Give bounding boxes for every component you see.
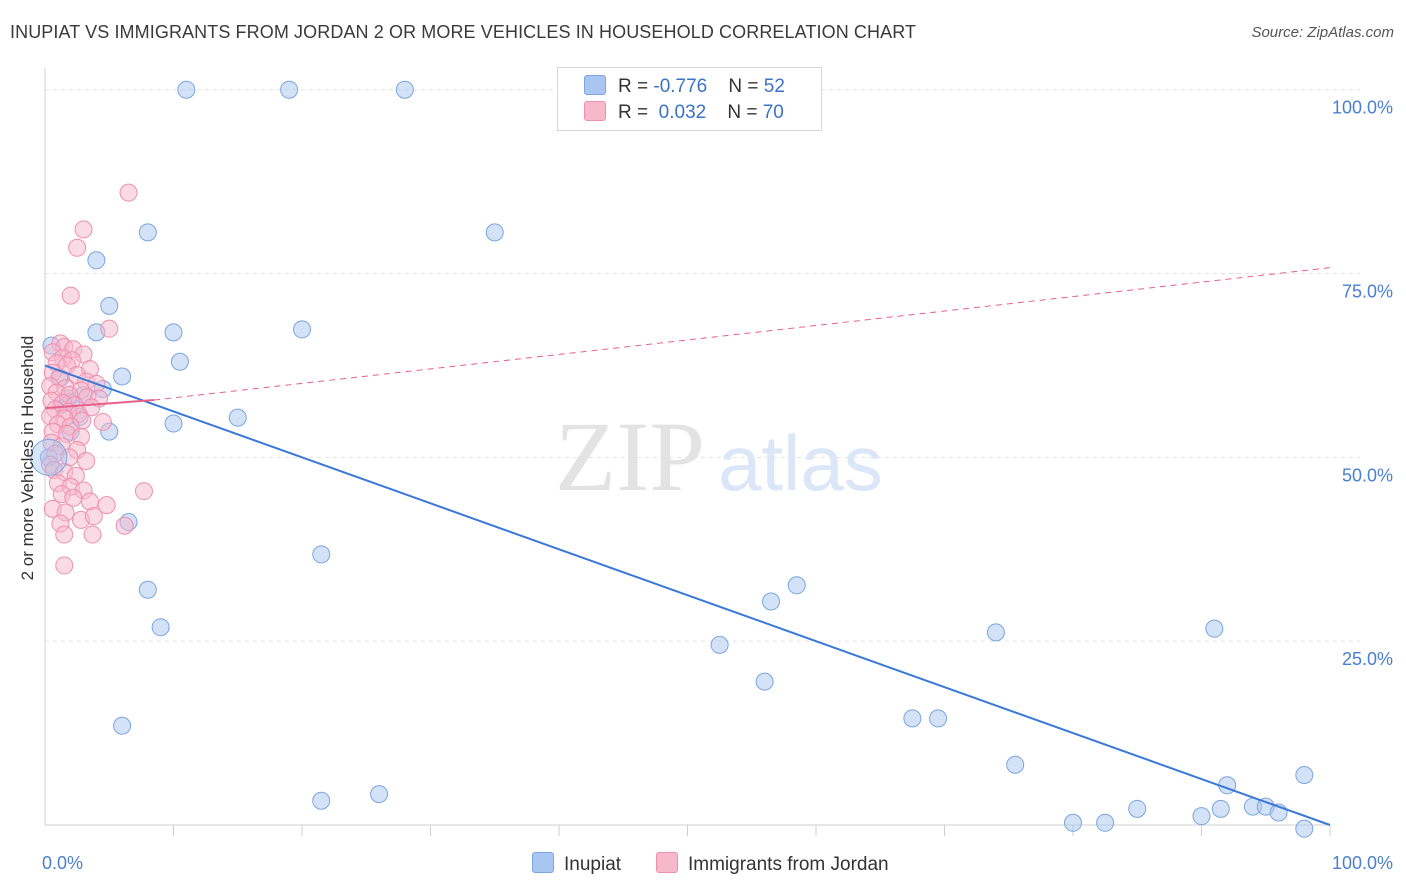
point-inupiat [395,80,414,99]
point-inupiat [1128,799,1147,818]
point-jordan [55,525,74,544]
point-inupiat [929,709,948,728]
legend-swatch-inupiat [584,75,606,95]
legend-row-inupiat: R = -0.776 N = 52 [584,75,785,101]
legend-swatch-jordan-bottom [656,852,678,873]
watermark-zip: ZIP [555,401,705,512]
point-inupiat [1096,813,1115,832]
r-label: R = [618,76,654,97]
point-jordan [97,496,116,515]
point-inupiat [113,367,132,386]
point-inupiat [1211,799,1230,818]
trend-line [44,364,1331,826]
y-tick-labels: 25.0% 50.0% 75.0% 100.0% [1332,98,1393,669]
n-label: N = [727,102,763,123]
point-inupiat [787,576,806,595]
point-inupiat [1064,813,1082,832]
data-points [30,80,1314,838]
point-jordan [100,319,119,338]
point-inupiat [1295,819,1314,838]
point-jordan [77,452,96,471]
point-inupiat [151,618,170,637]
legend-item-inupiat: Inupiat [532,852,621,876]
point-inupiat [1295,766,1314,784]
watermark-atlas: atlas [718,419,883,507]
point-inupiat [138,580,157,599]
point-inupiat [903,709,922,728]
point-jordan [74,220,93,239]
legend-label-inupiat: Inupiat [564,854,622,875]
point-inupiat [755,672,774,691]
point-inupiat [87,251,106,270]
legend-swatch-inupiat-bottom [532,852,554,873]
legend-swatch-jordan [584,101,606,121]
point-inupiat [100,296,119,315]
point-inupiat [1006,755,1025,774]
point-inupiat [113,716,132,735]
point-inupiat [986,623,1005,642]
point-inupiat [164,414,183,433]
y-axis-label: 2 or more Vehicles in Household [18,336,37,581]
point-jordan [83,525,102,544]
point-inupiat [370,785,389,804]
legend-row-jordan: R = 0.032 N = 70 [584,101,784,127]
point-inupiat [485,223,504,242]
point-jordan [84,507,103,526]
watermark: ZIP atlas [555,401,883,512]
x-tick-label: 0.0% [42,853,83,873]
trend-line [44,399,155,410]
point-inupiat [228,408,247,427]
x-tick-label: 100.0% [1332,853,1393,873]
r-value-jordan: 0.032 [658,102,707,123]
y-tick-label: 25.0% [1342,649,1393,669]
y-tick-label: 50.0% [1342,465,1393,485]
point-inupiat [177,80,196,99]
point-inupiat [170,352,189,371]
point-inupiat-cluster [30,438,68,476]
point-jordan [93,413,112,432]
point-jordan [134,482,153,501]
point-inupiat [312,545,331,564]
y-tick-label: 100.0% [1332,98,1393,118]
y-tick-label: 75.0% [1342,282,1393,302]
x-tick-labels: 0.0% 100.0% [42,853,1393,873]
point-jordan [68,238,87,257]
trend-line [154,267,1331,401]
point-inupiat [1192,807,1211,826]
point-inupiat [710,635,729,654]
point-inupiat [762,592,781,611]
n-value-jordan: 70 [762,102,784,123]
point-inupiat [138,223,157,242]
r-value-inupiat: -0.776 [653,76,708,97]
n-label: N = [728,76,764,97]
source-label: Source: ZipAtlas.com [1251,24,1394,41]
point-inupiat [280,80,299,99]
grid-lines [45,89,1360,642]
point-jordan [80,492,99,511]
point-jordan [119,183,138,202]
r-label: R = [618,102,654,123]
stats-legend: R = -0.776 N = 52 R = 0.032 N = 70 [557,67,822,131]
chart-title: INUPIAT VS IMMIGRANTS FROM JORDAN 2 OR M… [10,22,917,42]
point-jordan [61,286,80,305]
trend-lines [44,267,1331,826]
point-jordan [55,556,74,575]
n-value-inupiat: 52 [763,76,785,97]
legend-item-jordan: Immigrants from Jordan [656,852,889,876]
point-inupiat [293,320,311,339]
point-inupiat [312,791,331,810]
legend-label-jordan: Immigrants from Jordan [688,854,889,875]
point-inupiat [164,323,183,342]
point-inupiat [1205,619,1224,638]
point-jordan [115,516,134,535]
